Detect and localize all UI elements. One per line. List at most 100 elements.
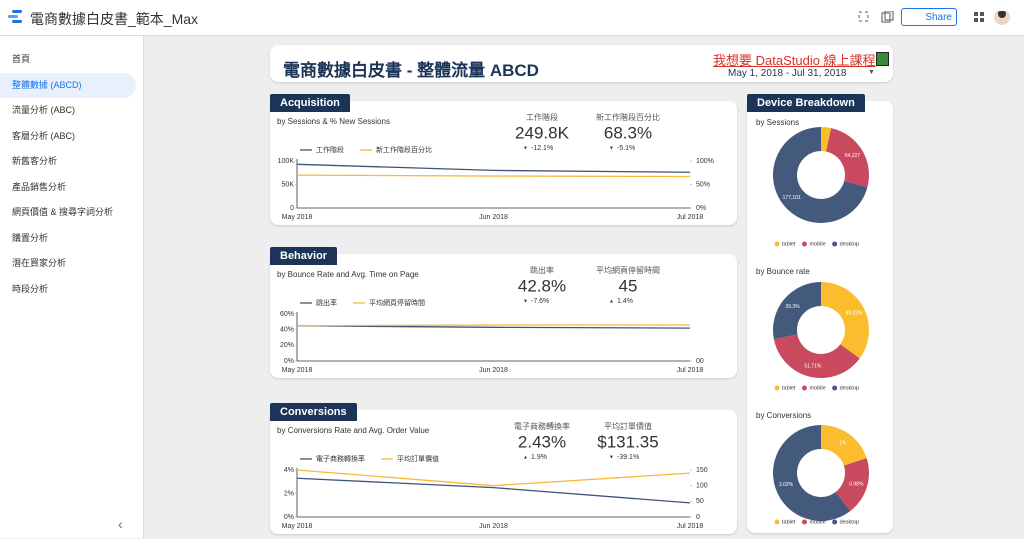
- legend-label: tablet: [782, 519, 796, 525]
- legend-swatch: [774, 241, 780, 247]
- date-range[interactable]: May 1, 2018 - Jul 31, 2018: [728, 68, 847, 79]
- legend-label: tablet: [782, 241, 796, 247]
- legend-label: 跳出率: [316, 298, 337, 307]
- legend-swatch: [801, 385, 807, 391]
- chart-subtitle: by Sessions: [756, 118, 799, 127]
- tick-label: 60%: [280, 311, 294, 318]
- app-title: 電商數據白皮書_範本_Max: [30, 11, 199, 27]
- legend-swatch: [774, 519, 780, 525]
- kpi-delta: -12.1%: [531, 145, 553, 152]
- donut-slice: [821, 127, 832, 152]
- device-card: by Sessions 64,227 177,101 tablet mobile desk…: [747, 101, 893, 533]
- chart-subtitle: by Bounce rate: [756, 267, 810, 276]
- nav-item[interactable]: 購置分析: [12, 232, 49, 243]
- donut-slice: [773, 425, 851, 521]
- legend-label: 工作階段: [316, 145, 344, 154]
- tick-label: 0%: [284, 514, 294, 521]
- legend-label: 電子商務轉換率: [316, 454, 365, 463]
- kpi-value: 249.8K: [515, 123, 570, 142]
- nav-item[interactable]: 產品銷售分析: [12, 181, 67, 192]
- nav-item[interactable]: 流量分析 (ABC): [12, 105, 76, 115]
- account[interactable]: [972, 11, 1018, 31]
- nav-item[interactable]: 時段分析: [12, 283, 49, 294]
- section-badge: Acquisition: [270, 94, 350, 112]
- slice-label: 0.98%: [849, 481, 864, 487]
- kpi-delta: 1.9%: [531, 454, 547, 461]
- x-tick-label: Jun 2018: [479, 367, 508, 374]
- tick-label: 150: [696, 467, 708, 474]
- nav-item[interactable]: 新舊客分析: [12, 156, 58, 166]
- section-badge: Behavior: [270, 247, 338, 265]
- section-card: 電子商務轉換率 2.43% ▲ 1.9% 平均訂單價值 $131.35 ▼ -39.1% by …: [270, 410, 737, 534]
- legend-swatch: [774, 385, 780, 391]
- tick-label: 100K: [278, 158, 295, 165]
- share-button[interactable]: Share: [901, 8, 957, 26]
- legend-swatch: [801, 519, 807, 525]
- kpi-value: 45: [619, 276, 638, 295]
- donut-slice: [773, 334, 860, 379]
- chart-subtitle: by Conversions: [756, 411, 811, 420]
- tick-label: 0%: [284, 358, 294, 365]
- tick-label: 2%: [284, 490, 294, 497]
- kpi-label: 平均網頁停留時間: [596, 265, 660, 275]
- tick-label: 0: [696, 514, 700, 521]
- donut-slice: [826, 128, 869, 188]
- logo: [8, 10, 22, 23]
- donut-slice: [821, 282, 869, 359]
- legend-label: 平均網頁停留時間: [369, 298, 425, 307]
- legend-swatch: [832, 519, 838, 525]
- tick-label: 100%: [696, 158, 714, 165]
- x-tick-label: Jun 2018: [479, 214, 508, 221]
- chart-subtitle: by Sessions & % New Sessions: [277, 117, 390, 126]
- kpi-label: 新工作階段百分比: [596, 112, 660, 122]
- slice-label: 64,227: [845, 153, 861, 159]
- nav-item[interactable]: 網頁價值 & 搜尋字詞分析: [12, 207, 114, 217]
- kpi-arrow: ▼: [523, 145, 528, 151]
- kpi-label: 電子商務轉換率: [514, 421, 570, 431]
- series-line: [296, 174, 691, 178]
- x-tick-label: May 2018: [282, 214, 313, 221]
- course-link[interactable]: 我想要 DataStudio 線上課程: [713, 53, 876, 68]
- slice-label: 39.3%: [785, 304, 800, 310]
- legend-swatch: [801, 241, 807, 247]
- slice-label: 3.02%: [779, 482, 794, 488]
- tick-label: 50: [696, 498, 704, 505]
- kpi-value: $131.35: [597, 432, 658, 451]
- kpi-label: 工作階段: [526, 112, 558, 122]
- slice-label: 1%: [839, 440, 847, 446]
- slice-label: 177,101: [783, 195, 801, 201]
- legend-label: desktop: [840, 241, 859, 247]
- nav-item[interactable]: 首頁: [12, 54, 31, 64]
- nav-item[interactable]: 客層分析 (ABC): [12, 130, 76, 141]
- tick-label: 4%: [284, 467, 294, 474]
- donut-slice: [835, 458, 869, 512]
- legend-label: 新工作階段百分比: [376, 145, 432, 154]
- x-tick-label: Jul 2018: [677, 214, 704, 221]
- kpi-arrow: ▼: [609, 145, 614, 151]
- legend-label: mobile: [809, 241, 825, 247]
- tick-label: 0%: [696, 205, 706, 212]
- dropdown-icon[interactable]: ▼: [868, 69, 875, 76]
- legend-label: desktop: [840, 519, 859, 525]
- donut-slice: [773, 282, 821, 340]
- kpi-value: 68.3%: [604, 123, 652, 142]
- tick-label: 50%: [696, 181, 710, 188]
- tick-label: 00: [696, 358, 704, 365]
- toolbar-icons[interactable]: [858, 11, 898, 25]
- x-tick-label: Jun 2018: [479, 523, 508, 530]
- nav-item[interactable]: 潛在買家分析: [12, 258, 67, 268]
- slice-label: 49.23%: [846, 311, 864, 317]
- kpi-arrow: ▼: [609, 454, 614, 460]
- header-card: 電商數據白皮書 - 整體流量 ABCD 我想要 DataStudio 線上課程 …: [270, 45, 893, 82]
- kpi-value: 42.8%: [518, 276, 566, 295]
- nav-item[interactable]: 整體數據 (ABCD): [0, 72, 136, 98]
- chart-subtitle: by Conversions Rate and Avg. Order Value: [277, 426, 430, 435]
- kpi-arrow: ▲: [609, 298, 614, 304]
- tick-label: 50K: [282, 181, 295, 188]
- x-tick-label: May 2018: [282, 523, 313, 530]
- tick-label: 100: [696, 483, 708, 490]
- collapse-icon[interactable]: ‹: [118, 516, 123, 532]
